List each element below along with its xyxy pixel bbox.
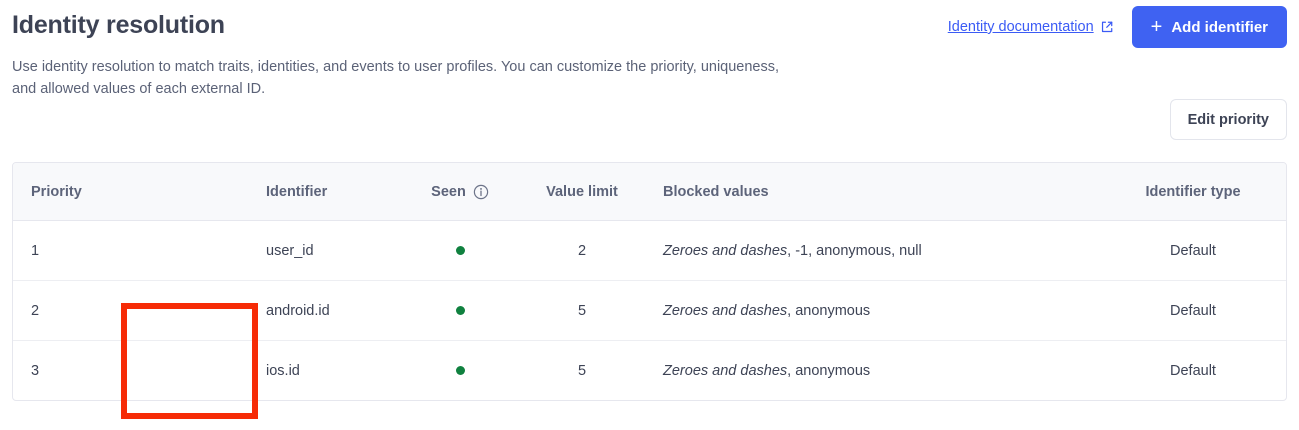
info-icon[interactable]: [473, 184, 489, 200]
cell-identifier: ios.id: [266, 363, 300, 379]
edit-priority-button[interactable]: Edit priority: [1169, 99, 1287, 140]
column-header-seen[interactable]: Seen: [399, 163, 521, 221]
cell-identifier-type: Default: [1098, 220, 1286, 281]
blocked-values-rest: , -1, anonymous, null: [787, 243, 922, 259]
blocked-values-emphasis: Zeroes and dashes: [663, 303, 788, 319]
cell-seen: [399, 280, 521, 341]
cell-blocked-values: Zeroes and dashes, anonymous: [643, 280, 1098, 341]
cell-blocked-values: Zeroes and dashes, -1, anonymous, null: [643, 220, 1098, 281]
blocked-values-emphasis: Zeroes and dashes: [663, 243, 788, 259]
cell-identifier-type: Default: [1098, 280, 1286, 341]
page-title: Identity resolution: [12, 11, 225, 39]
cell-value-limit: 5: [577, 363, 587, 379]
cell-priority: 1: [13, 220, 131, 281]
column-header-blocked-values[interactable]: Blocked values: [643, 163, 1098, 221]
table-header-row: Priority Identifier Seen: [13, 163, 1286, 221]
column-header-priority[interactable]: Priority: [13, 163, 131, 221]
seen-indicator-dot: [455, 306, 465, 315]
table-row[interactable]: 1 user_id 2 Zeroes and dashes, -1, anony…: [13, 220, 1286, 281]
identifiers-table-container: Priority Identifier Seen: [12, 162, 1287, 401]
cell-seen: [399, 341, 521, 401]
cell-blocked-values: Zeroes and dashes, anonymous: [643, 341, 1098, 401]
page-header: Identity resolution Identity documentati…: [0, 0, 1299, 52]
identity-documentation-link-label: Identity documentation: [947, 19, 1094, 35]
header-actions: Identity documentation + Add identifier: [948, 6, 1287, 48]
cell-priority: 2: [13, 280, 131, 341]
column-header-seen-label: Seen: [431, 184, 466, 200]
page-description: Use identity resolution to match traits,…: [12, 59, 780, 97]
cell-seen: [399, 220, 521, 281]
external-link-icon: [1100, 20, 1114, 34]
cell-identifier: user_id: [131, 220, 399, 281]
blocked-values-rest: , anonymous: [787, 363, 871, 379]
table-header: Priority Identifier Seen: [13, 163, 1286, 221]
plus-icon: +: [1150, 15, 1163, 38]
blocked-values-rest: , anonymous: [787, 303, 871, 319]
table-row[interactable]: 2 android.id 5 Zeroes and dashes, anonym…: [13, 280, 1286, 341]
seen-indicator-dot: [455, 366, 465, 375]
cell-value-limit: 2: [521, 220, 643, 281]
cell-value-limit: 5: [521, 280, 643, 341]
cell-priority: 3: [31, 363, 40, 379]
add-identifier-button-label: Add identifier: [1171, 18, 1268, 36]
blocked-values-emphasis: Zeroes and dashes: [663, 363, 788, 379]
table-body: 1 user_id 2 Zeroes and dashes, -1, anony…: [13, 220, 1286, 401]
seen-indicator-dot: [455, 246, 465, 255]
cell-identifier: android.id: [131, 280, 399, 341]
table-row[interactable]: 3 ios.id 5 Zeroes and dashes, anonymous …: [13, 341, 1286, 401]
add-identifier-button[interactable]: + Add identifier: [1131, 6, 1287, 48]
identifiers-table: Priority Identifier Seen: [13, 163, 1286, 401]
identity-documentation-link[interactable]: Identity documentation: [948, 19, 1114, 35]
cell-identifier-type: Default: [1170, 363, 1216, 379]
column-header-identifier-type[interactable]: Identifier type: [1098, 163, 1286, 221]
column-header-identifier[interactable]: Identifier: [131, 163, 399, 221]
column-header-value-limit[interactable]: Value limit: [521, 163, 643, 221]
